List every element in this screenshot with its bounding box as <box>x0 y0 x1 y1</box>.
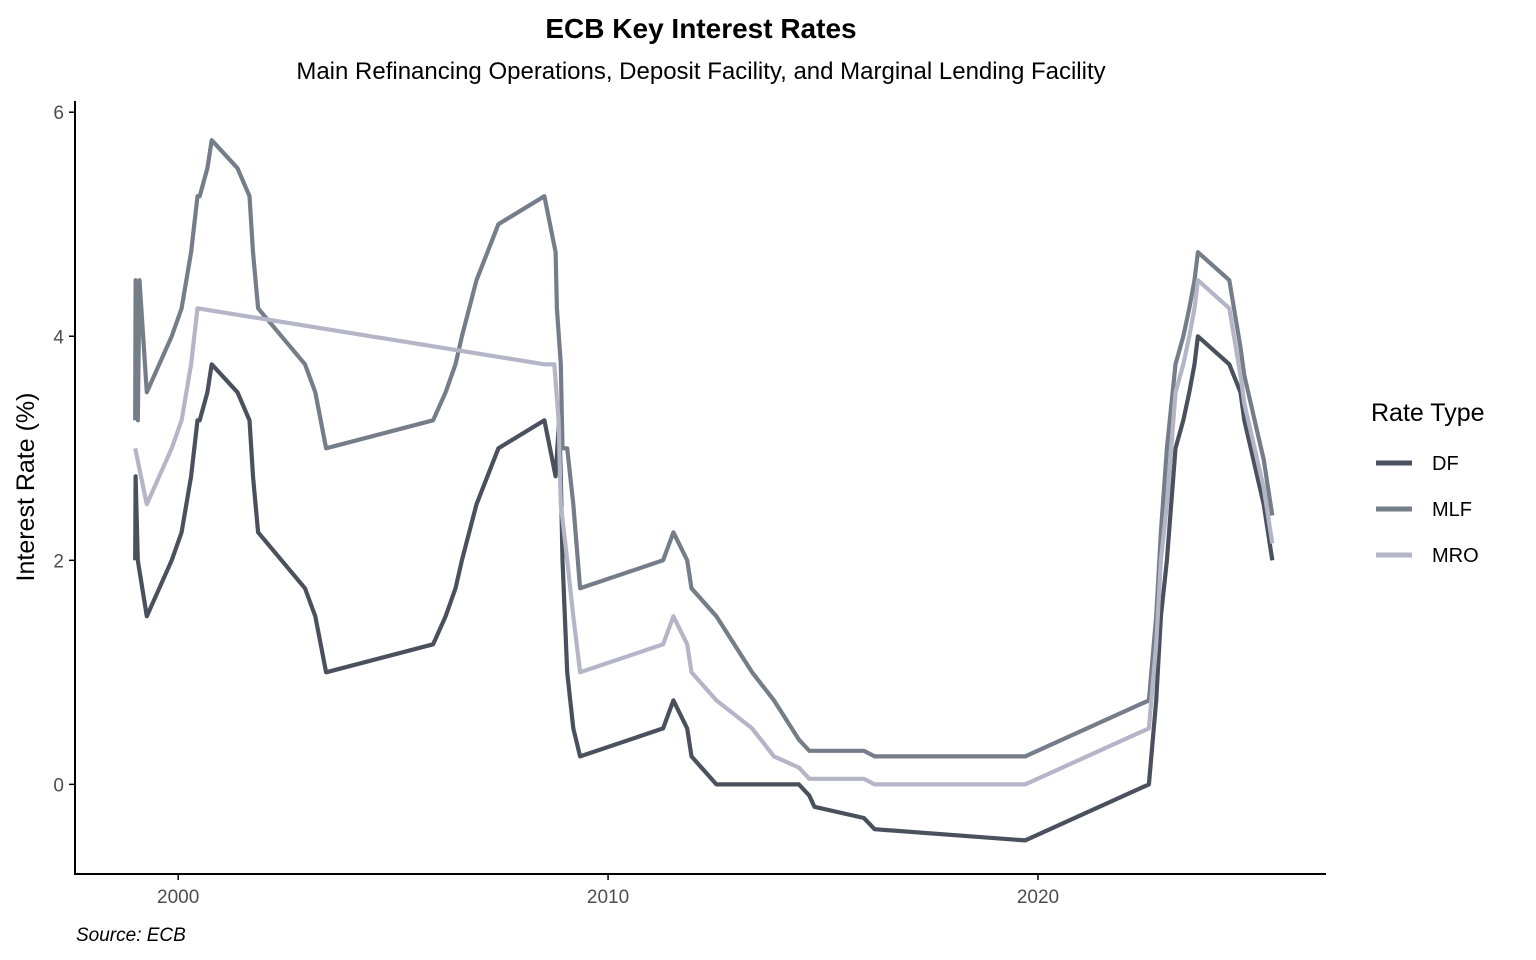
x-tick-label: 2000 <box>157 887 199 908</box>
chart-title: ECB Key Interest Rates <box>545 13 856 44</box>
legend-title: Rate Type <box>1371 399 1485 427</box>
legend-item-mro: MRO <box>1376 545 1479 567</box>
legend-item-df: DF <box>1376 453 1459 475</box>
legend-item-mlf: MLF <box>1376 499 1472 521</box>
y-axis-title: Interest Rate (%) <box>12 393 40 582</box>
x-tick-label: 2010 <box>587 887 629 908</box>
legend: Rate Type DF MLF MRO <box>1371 399 1485 567</box>
plot-area: 0 2 4 6 2000 2010 2020 <box>53 101 1326 908</box>
y-tick-label: 4 <box>53 327 64 348</box>
y-tick-label: 0 <box>53 775 64 796</box>
series-lines <box>133 138 1275 843</box>
y-tick-label: 2 <box>53 551 64 572</box>
x-tick-label: 2020 <box>1017 887 1059 908</box>
chart-subtitle: Main Refinancing Operations, Deposit Fac… <box>296 58 1105 85</box>
legend-label: MLF <box>1432 499 1472 521</box>
y-axis-ticks: 0 2 4 6 <box>53 103 75 796</box>
series-line-mlf <box>133 138 1275 759</box>
legend-label: DF <box>1432 453 1459 475</box>
x-axis-ticks: 2000 2010 2020 <box>157 874 1059 908</box>
legend-label: MRO <box>1432 545 1479 567</box>
series-line-df <box>133 334 1275 843</box>
series-line-mro <box>133 278 1275 787</box>
legend-items: DF MLF MRO <box>1376 453 1479 567</box>
y-tick-label: 6 <box>53 103 64 124</box>
source-caption: Source: ECB <box>76 925 186 946</box>
